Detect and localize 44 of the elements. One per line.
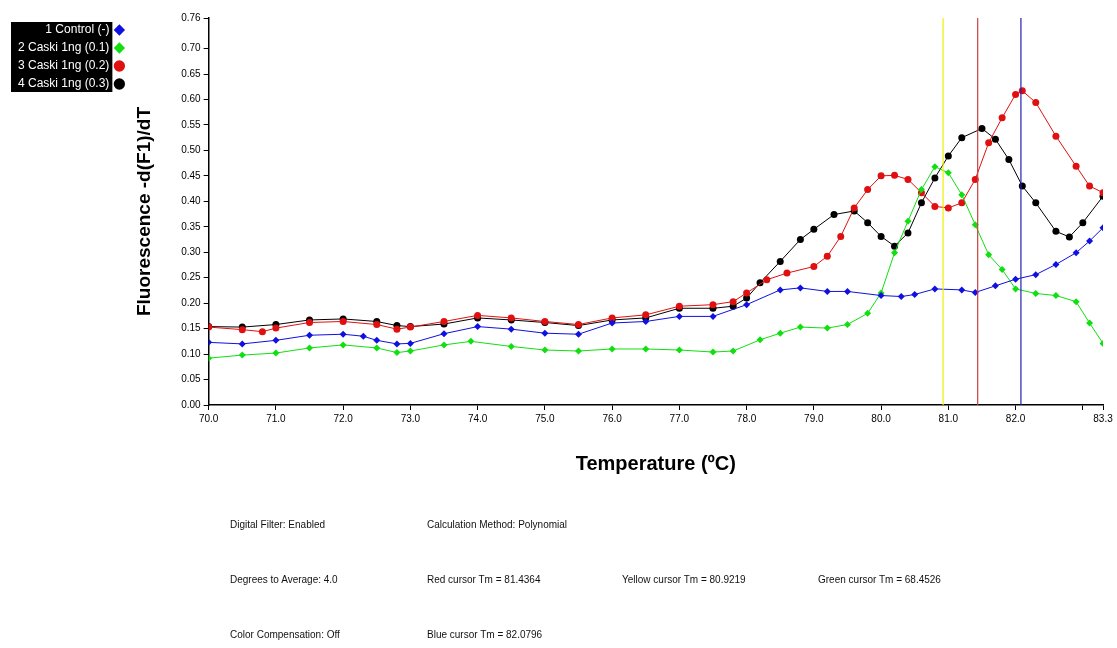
x-tick-label: 73.0 [400,412,421,424]
x-tick-label: 75.0 [535,412,556,424]
y-tick-label: 0.65 [181,67,202,79]
y-tick-label: 0.10 [181,347,202,359]
x-tick-label: 74.0 [467,412,488,424]
legend-label: 2 Caski 1ng (0.1) [17,40,110,55]
x-axis-title: Temperature (ºC) [575,451,736,474]
x-tick-label: 81.0 [938,412,959,424]
y-tick-label: 0.40 [181,195,202,207]
text: Blue cursor Tm = 82.0796 [427,629,543,640]
x-tick-label: 77.0 [669,412,690,424]
x-tick-label: 70.0 [198,412,219,424]
y-tick-label: 0.70 [181,42,202,54]
x-tick-label: 71.0 [266,412,287,424]
y-tick-label: 0.55 [181,118,202,130]
text: Green cursor Tm = 68.4526 [818,574,941,585]
x-tick-label: 83.3 [1093,412,1114,424]
y-axis-title: Fluorescence -d(F1)/dT [133,106,155,317]
x-tick-label: 82.0 [1005,412,1026,424]
x-tick-label: 72.0 [333,412,354,424]
y-tick-label: 0.05 [181,373,202,385]
legend-label: 1 Control (-) [45,22,110,37]
text: Yellow cursor Tm = 80.9219 [622,574,746,585]
text: Digital Filter: Enabled [230,519,326,530]
y-tick-label: 0.50 [181,144,202,156]
text: Color Compensation: Off [230,629,340,640]
x-tick-label: 80.0 [871,412,892,424]
y-tick-label: 0.76 [181,11,202,23]
x-tick-label: 79.0 [804,412,825,424]
text: Degrees to Average: 4.0 [230,574,338,585]
y-tick-label: 0.30 [181,245,202,257]
x-tick-label: 78.0 [736,412,757,424]
y-tick-label: 0.45 [181,169,202,181]
y-tick-label: 0.60 [181,93,202,105]
x-tick-label: 76.0 [602,412,623,424]
legend-label: 3 Caski 1ng (0.2) [17,58,110,73]
y-tick-label: 0.35 [181,220,202,232]
y-tick-label: 0.25 [181,271,202,283]
text: Calculation Method: Polynomial [427,519,568,530]
legend-label: 4 Caski 1ng (0.3) [17,76,110,91]
text: Red cursor Tm = 81.4364 [427,574,541,585]
y-tick-label: 0.15 [181,322,202,334]
y-tick-label: 0.00 [181,398,202,410]
y-tick-label: 0.20 [181,296,202,308]
